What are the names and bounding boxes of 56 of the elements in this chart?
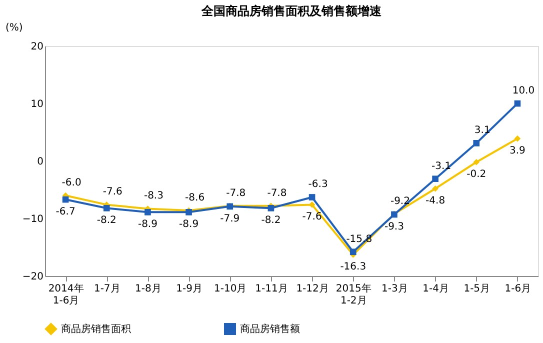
point <box>268 204 274 212</box>
x-tick-label: 1-5月 <box>464 284 490 294</box>
x-tick-label: 2015年 1-2月 <box>336 282 372 306</box>
data-label: -9.3 <box>384 221 404 232</box>
y-tick-label: 20 <box>30 42 44 52</box>
legend-label: 商品房销售额 <box>240 323 300 335</box>
point <box>514 135 521 142</box>
data-label: -7.6 <box>302 212 322 223</box>
x-tick-label: 1-10月 <box>214 284 247 294</box>
point <box>473 158 480 166</box>
point <box>473 140 480 146</box>
data-label: -7.8 <box>267 188 287 199</box>
data-label: -8.2 <box>96 215 116 226</box>
data-label: -4.8 <box>426 196 446 207</box>
x-tick-label: 1-12月 <box>296 284 329 294</box>
x-tick-label: 1-3月 <box>382 284 408 294</box>
y-tick-label: 10 <box>30 99 44 110</box>
x-tick-label: 1-6月 <box>504 284 532 294</box>
data-label: 3.9 <box>510 146 526 157</box>
data-label: -7.8 <box>226 188 246 199</box>
y-axis-title: (%) <box>6 22 23 34</box>
x-tick-label: 1-9月 <box>176 284 202 294</box>
point <box>308 202 316 208</box>
data-label: -7.9 <box>220 213 240 224</box>
point <box>144 209 151 216</box>
data-label: -8.9 <box>138 219 158 230</box>
legend-label: 商品房销售面积 <box>61 323 131 335</box>
point <box>350 248 356 256</box>
point <box>103 204 110 212</box>
data-label: -6.3 <box>308 179 328 190</box>
y-tick-label: −10 <box>22 214 44 225</box>
data-label: -9.2 <box>390 196 410 207</box>
point <box>432 185 438 192</box>
data-label: -8.6 <box>185 192 205 204</box>
data-label: -16.3 <box>340 262 366 273</box>
chart-title: 全国商品房销售面积及销售额增速 <box>200 4 382 18</box>
data-label: -8.2 <box>261 215 281 226</box>
data-label: -8.9 <box>179 219 199 230</box>
x-tick-label: 1-8月 <box>135 284 162 294</box>
x-tick-label: 1-4月 <box>422 284 449 294</box>
point <box>514 100 521 107</box>
y-tick-label: −20 <box>22 272 44 282</box>
data-label: -7.6 <box>102 186 122 198</box>
point <box>308 194 316 200</box>
x-tick-label: 1-7月 <box>94 284 120 294</box>
data-label: 10.0 <box>512 86 535 96</box>
y-tick-label: 0 <box>37 156 44 168</box>
point <box>432 176 438 182</box>
data-label: -6.0 <box>62 178 82 188</box>
data-label: -8.3 <box>144 190 164 202</box>
point <box>62 196 69 203</box>
x-tick-label: 2014年 1-6月 <box>48 282 84 306</box>
data-label: 3.1 <box>474 125 490 136</box>
x-tick-label: 1-11月 <box>255 284 288 294</box>
data-label: -0.2 <box>466 169 486 180</box>
data-label: -6.7 <box>56 206 76 218</box>
